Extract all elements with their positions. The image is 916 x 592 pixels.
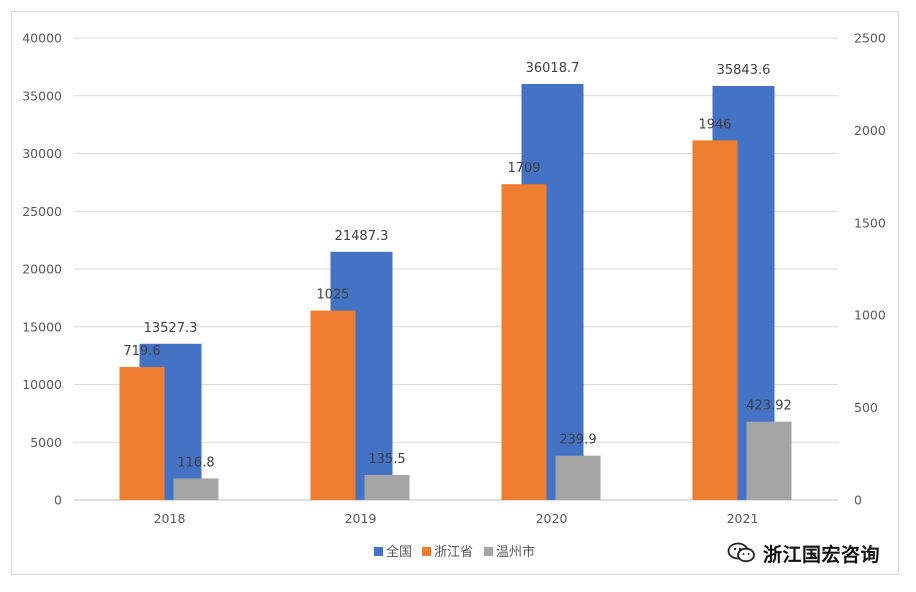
right-tick-label: 0 (854, 493, 862, 508)
data-label-zhejiang: 1025 (316, 288, 349, 303)
x-tick-label: 2018 (154, 511, 186, 526)
data-label-wenzhou: 116.8 (177, 455, 214, 470)
data-label-wenzhou: 135.5 (368, 452, 405, 467)
legend-label: 全国 (386, 544, 412, 560)
left-tick-label: 35000 (22, 88, 62, 103)
bar-zhejiang (310, 310, 356, 500)
left-tick-label: 5000 (30, 435, 62, 450)
bar-wenzhou (364, 474, 410, 500)
bars (119, 83, 792, 501)
data-labels: 13527.3 719.6 116.8 21487.3 1025 135.5 36018.7… (123, 61, 791, 470)
right-tick-label: 500 (854, 400, 878, 415)
legend-label: 温州市 (496, 544, 535, 560)
x-tick-label: 2021 (727, 511, 759, 526)
bar-zhejiang (501, 184, 547, 500)
wechat-icon (727, 542, 755, 563)
data-label-zhejiang: 1946 (698, 117, 731, 132)
left-tick-label: 20000 (22, 262, 62, 277)
left-tick-label: 30000 (22, 146, 62, 161)
legend-swatch (374, 547, 383, 556)
right-tick-label: 2500 (854, 31, 886, 46)
right-tick-label: 1000 (854, 308, 886, 323)
legend-swatch (422, 547, 431, 556)
bar-zhejiang (692, 140, 738, 500)
left-tick-label: 10000 (22, 377, 62, 392)
x-tick-label: 2019 (345, 511, 377, 526)
data-label-wenzhou: 239.9 (559, 433, 596, 448)
watermark-text: 浙江国宏咨询 (763, 543, 881, 566)
left-tick-label: 40000 (22, 31, 62, 46)
data-label-zhejiang: 1709 (507, 161, 540, 176)
x-axis-ticks: 2018 2019 2020 2021 (154, 511, 759, 526)
right-tick-label: 1500 (854, 215, 886, 230)
data-label-national: 35843.6 (717, 63, 771, 78)
bar-wenzhou (555, 455, 601, 500)
bar-wenzhou (746, 421, 792, 500)
legend-label: 浙江省 (434, 545, 473, 560)
bar-zhejiang (119, 367, 165, 500)
left-tick-label: 0 (54, 493, 62, 508)
data-label-zhejiang: 719.6 (123, 344, 160, 359)
data-label-national: 36018.7 (526, 61, 580, 76)
data-label-wenzhou: 423.92 (746, 399, 792, 414)
right-tick-label: 2000 (854, 123, 886, 138)
right-axis-ticks: 0 500 1000 1500 2000 2500 (854, 31, 886, 508)
legend-swatch (484, 547, 493, 556)
left-axis-ticks: 0 5000 10000 15000 20000 25000 30000 35000 40000 (22, 31, 62, 508)
bar-wenzhou (173, 478, 219, 500)
watermark: 浙江国宏咨询 (727, 539, 880, 567)
data-label-national: 13527.3 (144, 321, 198, 336)
left-tick-label: 25000 (22, 204, 62, 219)
x-tick-label: 2020 (536, 511, 568, 526)
data-label-national: 21487.3 (335, 229, 389, 244)
legend: 全国 浙江省 温州市 (374, 544, 535, 560)
left-tick-label: 15000 (22, 319, 62, 334)
